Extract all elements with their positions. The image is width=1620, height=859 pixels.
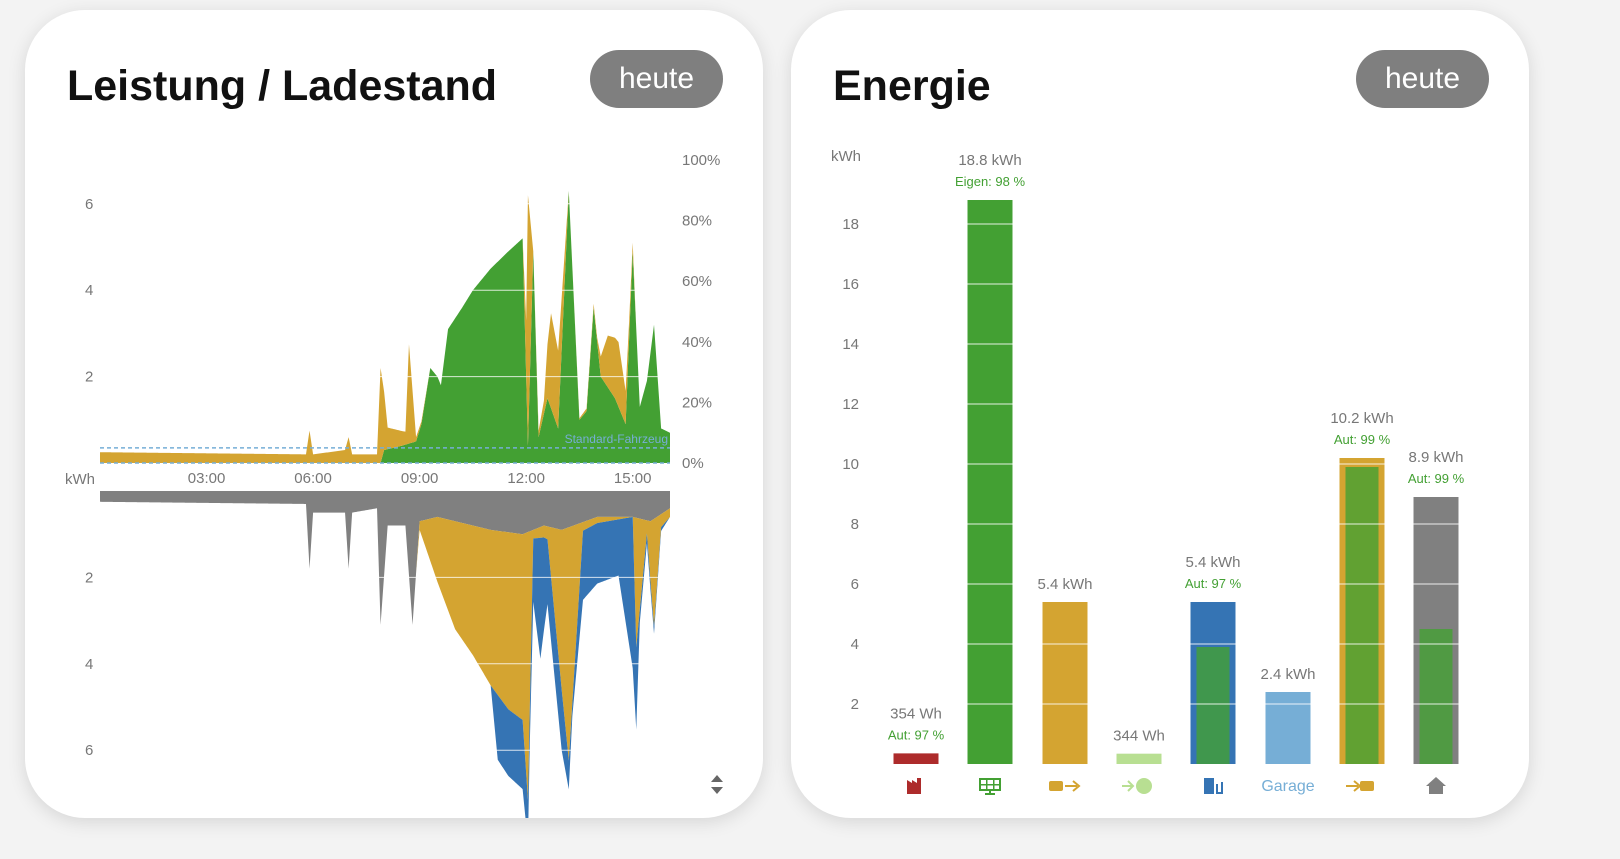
bar-garage <box>1265 692 1311 764</box>
bar-inner-pv <box>1345 467 1379 764</box>
arrow <box>1122 780 1135 792</box>
y-tick: 2 <box>851 696 859 713</box>
y-tick-lower: 2 <box>85 569 93 586</box>
bar-sub-label: Aut: 99 % <box>1408 471 1465 486</box>
y-tick-upper: 6 <box>85 196 93 213</box>
power-card: Leistung / Ladestand heute 2 4 6 2 4 6 0% 20% 40… <box>25 10 763 818</box>
y-tick-right: 0% <box>682 455 704 472</box>
y-tick-lower: 6 <box>85 742 93 759</box>
bar-value-label: 354 Wh <box>890 705 942 722</box>
vehicle-label: Standard-Fahrzeug <box>565 432 668 446</box>
lower-wallbox-area <box>100 501 670 818</box>
grid-export-icon <box>1122 778 1152 794</box>
factory-icon <box>907 778 921 794</box>
y-tick-right: 20% <box>682 394 712 411</box>
battery <box>1049 781 1063 791</box>
unit-label: kWh <box>65 471 95 488</box>
y-tick-right: 60% <box>682 273 712 290</box>
factory-icon-shape <box>907 778 921 794</box>
y-tick-upper: 4 <box>85 282 93 299</box>
y-tick-right: 40% <box>682 334 712 351</box>
bar-inner-pv <box>1196 647 1230 764</box>
bar-sub-label: Aut: 97 % <box>888 727 945 742</box>
lower-battery-area <box>100 501 670 800</box>
bar-value-label: 5.4 kWh <box>1037 576 1092 593</box>
x-tick: 15:00 <box>614 470 652 487</box>
bar-value-label: 5.4 kWh <box>1185 554 1240 571</box>
garage-label: Garage <box>1261 778 1314 795</box>
bar-value-label: 18.8 kWh <box>958 152 1021 169</box>
bar-inner-pv <box>1419 629 1453 764</box>
globe <box>1136 778 1152 794</box>
card-title: Energie <box>833 62 991 110</box>
y-tick: 8 <box>851 516 859 533</box>
unit-label: kWh <box>831 148 861 165</box>
house-icon-shape <box>1426 777 1446 794</box>
x-tick: 03:00 <box>188 470 226 487</box>
bar-sub-label: Aut: 99 % <box>1334 432 1391 447</box>
upper-pv-area <box>100 190 670 463</box>
y-tick-upper: 2 <box>85 369 93 386</box>
battery-out-icon <box>1049 780 1081 792</box>
bar-value-label: 8.9 kWh <box>1408 449 1463 466</box>
y-tick: 6 <box>851 576 859 593</box>
bar-value-label: 2.4 kWh <box>1260 666 1315 683</box>
y-tick: 18 <box>842 216 859 233</box>
solar-panel-icon-shape <box>980 779 1000 795</box>
x-tick: 12:00 <box>507 470 545 487</box>
solar-panel-icon <box>979 778 1001 795</box>
bar-pv <box>967 200 1013 764</box>
battery-out-icon-shape <box>1065 780 1081 792</box>
battery-in-icon-shape <box>1346 780 1362 792</box>
y-tick: 4 <box>851 636 859 653</box>
bar-grid_export <box>1116 753 1162 764</box>
x-tick: 09:00 <box>401 470 439 487</box>
y-tick: 16 <box>842 276 859 293</box>
y-tick: 14 <box>842 336 859 353</box>
battery-in-icon <box>1346 780 1374 792</box>
period-button[interactable]: heute <box>590 50 723 108</box>
battery <box>1360 781 1374 791</box>
energy-chart: 2 4 6 8 10 12 14 16 18 kWh 354 Wh Aut: 97 % 18.8 kWh… <box>831 148 1465 795</box>
lower-house-area <box>100 491 670 625</box>
card-title: Leistung / Ladestand <box>67 62 498 110</box>
bar-grid_import <box>893 753 939 764</box>
sort-arrows-shape <box>711 775 723 794</box>
ev-charger-icon <box>1204 778 1223 794</box>
y-tick: 10 <box>842 456 859 473</box>
energy-card: Energie heute 2 4 6 8 10 12 14 16 18 kWh 354 Wh Aut… <box>791 10 1529 818</box>
y-tick-right: 100% <box>682 152 720 169</box>
bar-sub-label: Eigen: 98 % <box>955 174 1026 189</box>
y-tick-right: 80% <box>682 213 712 230</box>
ev-charger-icon-shape <box>1204 778 1223 794</box>
bar-battery <box>1042 602 1088 764</box>
x-tick: 06:00 <box>294 470 332 487</box>
y-tick: 12 <box>842 396 859 413</box>
house-icon <box>1426 777 1446 794</box>
period-button[interactable]: heute <box>1356 50 1489 108</box>
up-down-arrows-icon[interactable] <box>711 775 723 794</box>
bar-sub-label: Aut: 97 % <box>1185 576 1242 591</box>
upper-battery-area <box>100 190 670 463</box>
y-tick-lower: 4 <box>85 656 93 673</box>
bar-value-label: 10.2 kWh <box>1330 410 1393 427</box>
bar-value-label: 344 Wh <box>1113 728 1165 745</box>
